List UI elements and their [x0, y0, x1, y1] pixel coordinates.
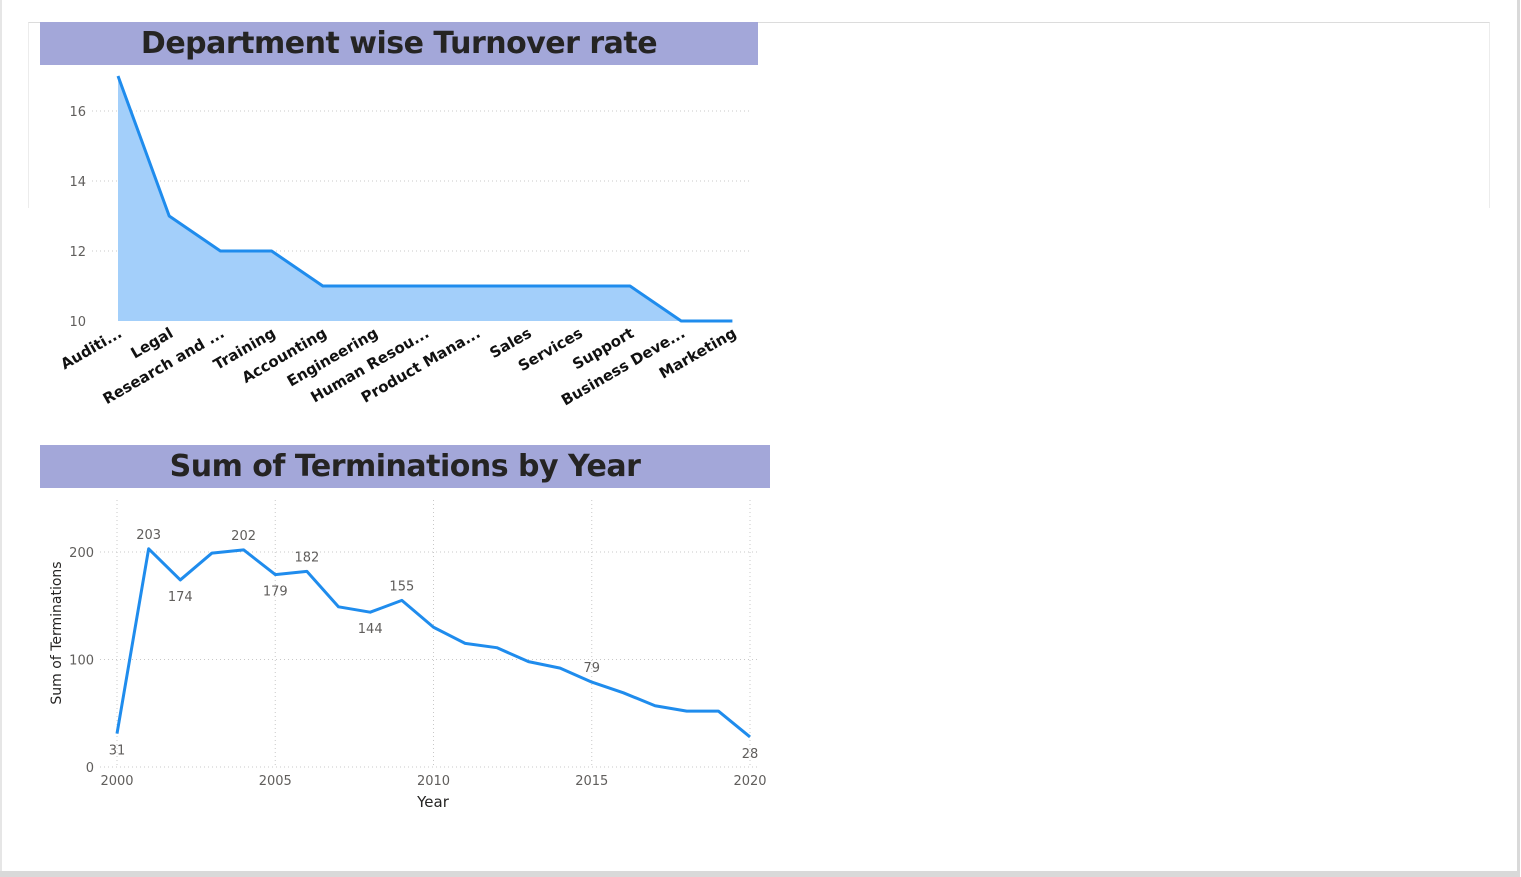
chart-title-terminations: Sum of Terminations by Year — [40, 445, 770, 488]
y-tick-label: 200 — [69, 546, 94, 561]
visual-container-frame — [28, 22, 1490, 208]
data-label: 144 — [358, 622, 383, 637]
y-tick-label: 100 — [69, 654, 94, 669]
x-tick-label: 2015 — [575, 774, 608, 789]
x-tick-label: 2010 — [417, 774, 450, 789]
data-label: 31 — [109, 744, 126, 759]
y-tick-label: 12 — [69, 245, 86, 260]
series-area-fill — [118, 76, 733, 321]
data-label: 182 — [294, 550, 319, 565]
data-label: 155 — [389, 579, 414, 594]
series-line — [115, 547, 751, 739]
data-label: 174 — [168, 590, 193, 605]
data-label: 79 — [583, 661, 600, 676]
data-label: 203 — [136, 528, 161, 543]
x-tick-label: 2000 — [100, 774, 133, 789]
y-tick-label: 16 — [69, 105, 86, 120]
y-tick-label: 0 — [86, 761, 94, 776]
canvas-left-edge — [0, 0, 2, 877]
y-tick-label: 10 — [69, 315, 86, 330]
chart-title-turnover: Department wise Turnover rate — [40, 22, 758, 65]
series-line — [116, 75, 733, 323]
y-axis-title: Sum of Terminations — [49, 561, 65, 704]
data-label: 28 — [742, 747, 759, 762]
data-label: 179 — [263, 585, 288, 600]
x-axis-title: Year — [416, 793, 450, 811]
data-label: 202 — [231, 529, 256, 544]
terminations-line-chart[interactable]: 0 100 200 2000 2005 2010 2015 2020 31 203 174 202 17… — [0, 0, 800, 840]
x-tick-label: 2020 — [733, 774, 766, 789]
y-tick-label: 14 — [69, 175, 86, 190]
x-tick-label: 2005 — [259, 774, 292, 789]
